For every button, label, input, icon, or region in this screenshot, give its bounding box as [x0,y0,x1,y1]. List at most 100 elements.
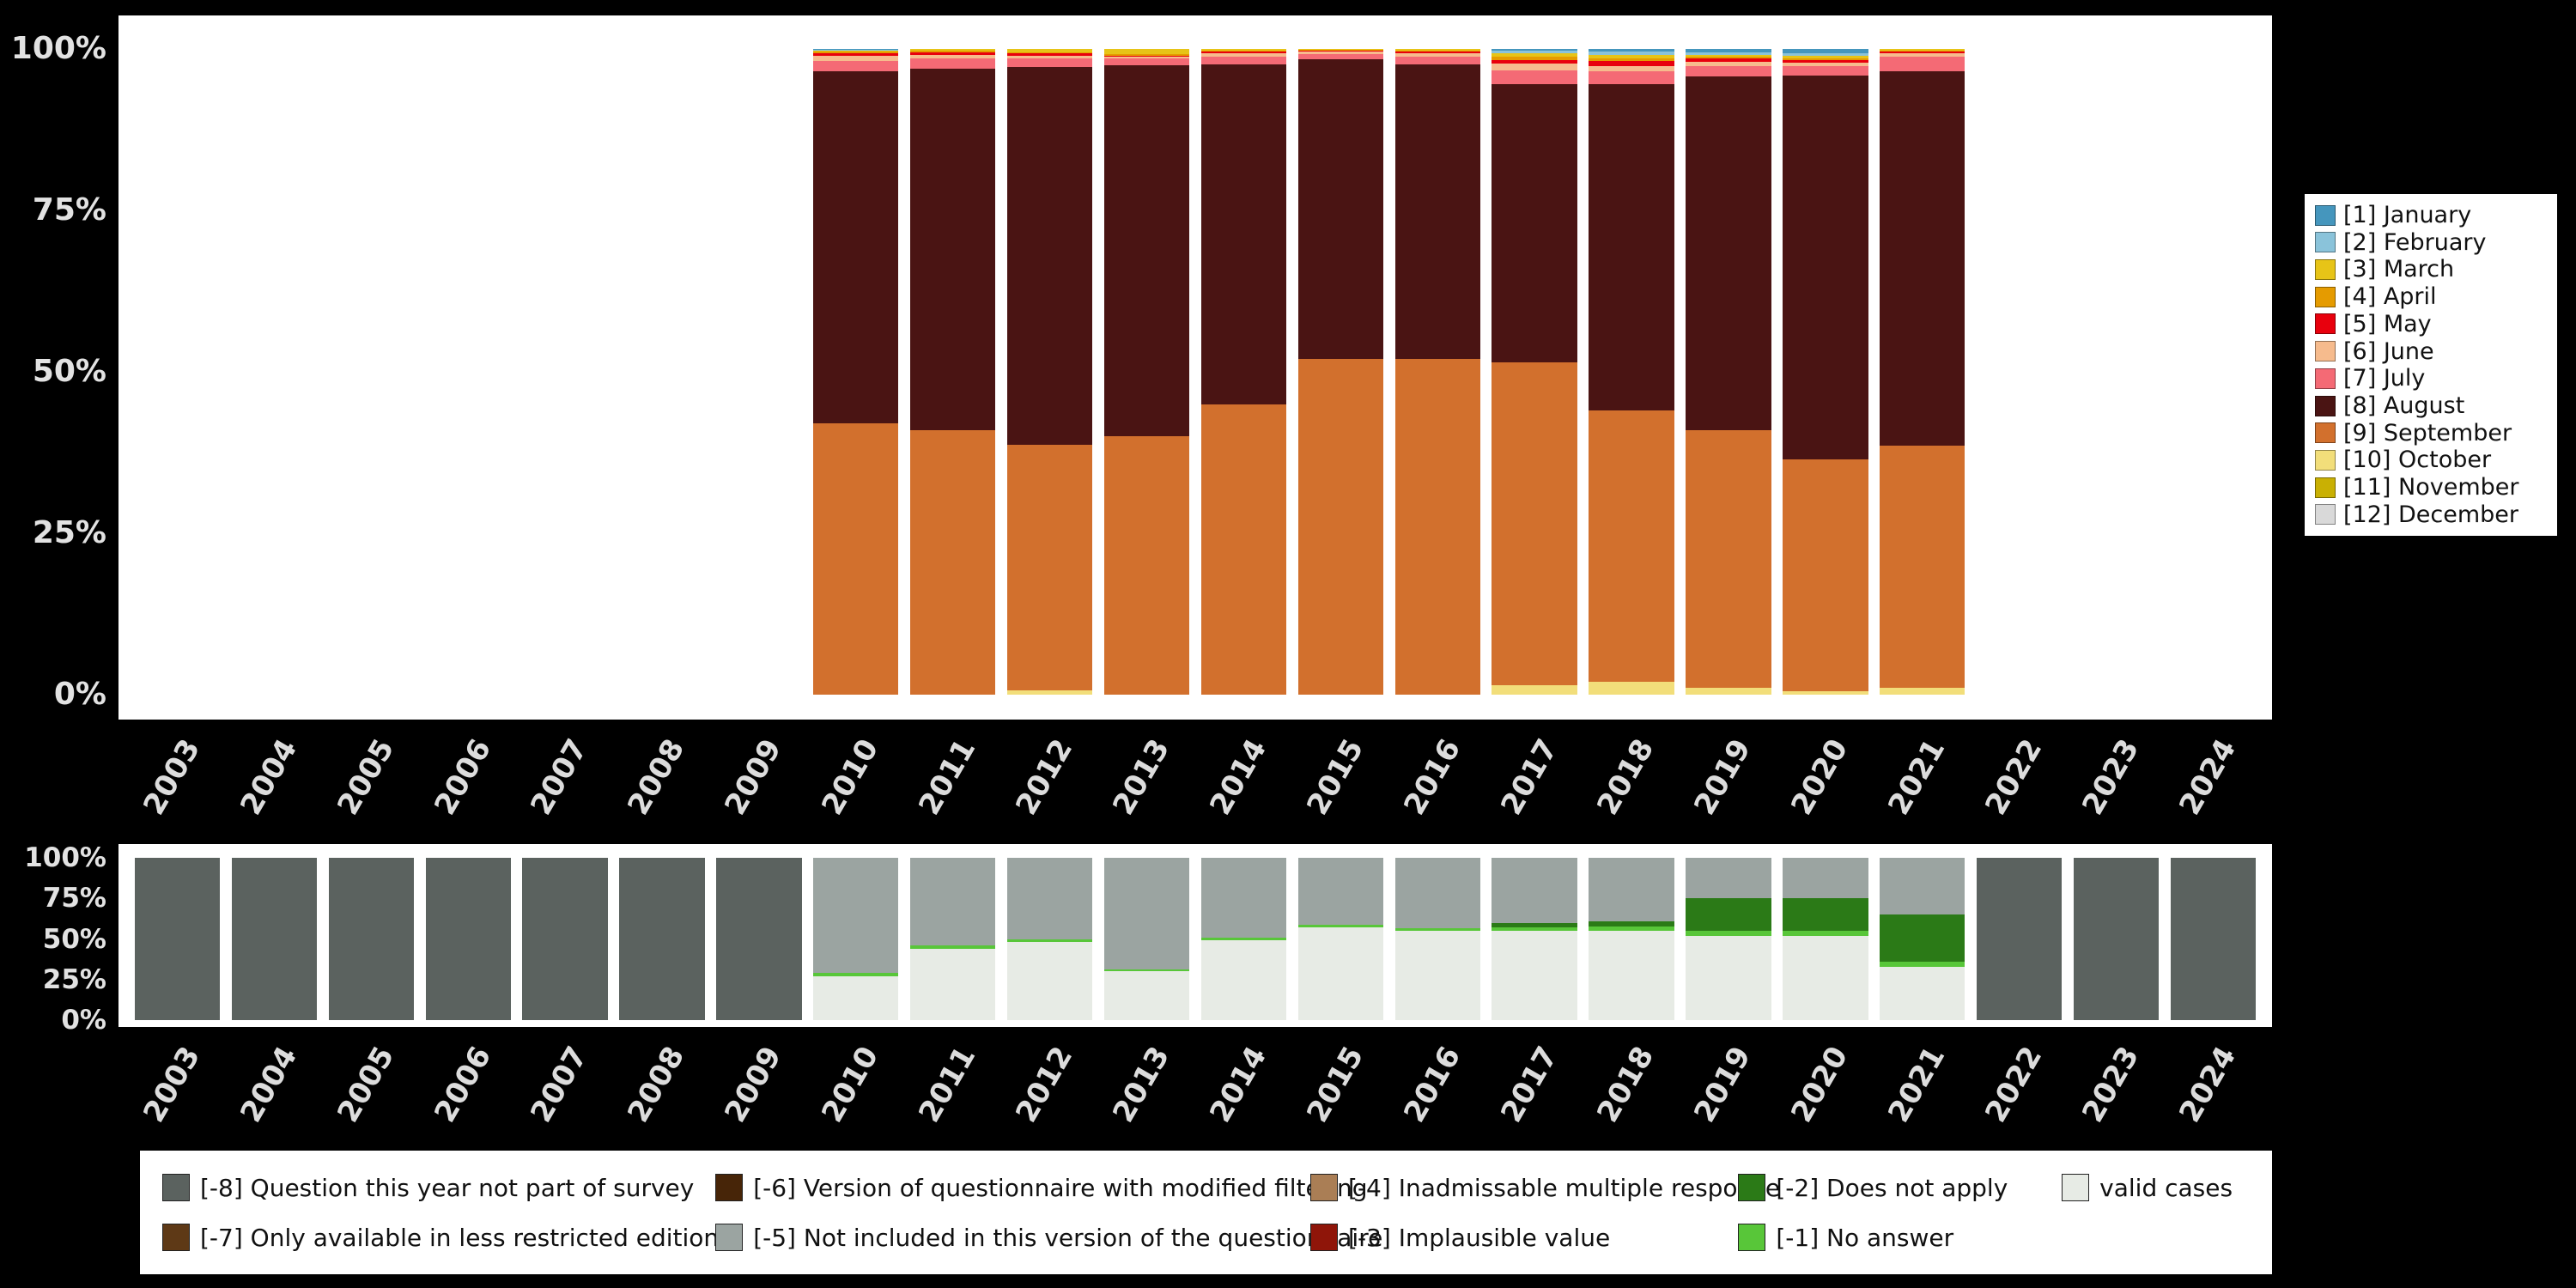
y-tick-label: 50% [33,355,106,388]
bar-segment [910,58,995,68]
legend-label: [-8] Question this year not part of surv… [200,1174,694,1202]
legend-swatch [2315,368,2336,389]
legend-swatch [162,1174,190,1201]
x-tick-label: 2004 [234,1041,304,1128]
bar-slot-2006 [420,49,517,695]
legend-swatch [715,1224,743,1251]
stacked-bar-2019 [1686,49,1771,695]
bar-segment [1880,967,1965,1020]
x-tick-label: 2003 [137,1041,207,1128]
legend-swatch [2315,232,2336,252]
x-tick-2023: 2023 [2068,1034,2165,1163]
stacked-bar-2015 [1298,858,1383,1020]
bar-segment [135,858,220,1020]
bar-segment [1492,84,1577,361]
x-tick-label: 2011 [912,1041,982,1128]
bottom-chart-plot-area [129,858,2262,1020]
bar-slot-2017 [1486,49,1583,695]
bar-slot-2018 [1583,49,1680,695]
legend-item: [-4] Inadmissable multiple response [1310,1174,1738,1202]
bar-slot-2024 [2165,858,2262,1020]
month-legend: [1] January[2] February[3] March[4] Apri… [2305,194,2557,536]
x-tick-2003: 2003 [129,726,226,855]
bar-segment [1589,921,1674,927]
bar-slot-2007 [517,49,614,695]
legend-swatch [2315,341,2336,361]
stacked-bar-2014 [1201,858,1286,1020]
stacked-bar-2020 [1783,49,1868,695]
missing-values-legend: [-8] Question this year not part of surv… [140,1151,2272,1274]
x-tick-label: 2021 [1881,733,1952,821]
x-tick-2024: 2024 [2165,1034,2262,1163]
bar-segment [1104,65,1189,436]
legend-item: [12] December [2315,501,2547,528]
legend-label: [6] June [2343,338,2434,365]
top-chart-panel [118,15,2272,720]
bar-segment [1492,685,1577,695]
x-tick-label: 2017 [1494,733,1564,821]
x-tick-2006: 2006 [420,1034,517,1163]
bar-slot-2014 [1195,49,1292,695]
stacked-bar-2008 [619,858,704,1020]
bar-segment [1007,445,1092,690]
legend-swatch [1310,1174,1338,1201]
bar-segment [1686,66,1771,76]
bar-slot-2016 [1389,49,1486,695]
stacked-bar-2007 [522,858,607,1020]
bar-segment [1686,898,1771,931]
stacked-bar-2004 [232,49,317,695]
y-tick-label: 75% [43,884,106,913]
x-tick-label: 2003 [137,733,207,821]
bar-segment [1104,858,1189,969]
legend-item: [-7] Only available in less restricted e… [162,1224,715,1252]
legend-swatch [2315,504,2336,525]
stacked-bar-2024 [2171,49,2256,695]
top-chart-x-axis-labels: 2003200420052006200720082009201020112012… [129,726,2262,855]
bar-slot-2022 [1971,49,2068,695]
x-tick-2017: 2017 [1486,1034,1583,1163]
legend-item: [9] September [2315,420,2547,447]
x-tick-2004: 2004 [226,726,323,855]
x-tick-label: 2022 [1978,733,2049,821]
x-tick-2023: 2023 [2068,726,2165,855]
legend-item: [5] May [2315,311,2547,337]
stacked-bar-2012 [1007,49,1092,695]
x-tick-2016: 2016 [1389,726,1486,855]
bar-slot-2013 [1098,49,1195,695]
x-tick-2018: 2018 [1583,726,1680,855]
x-tick-label: 2019 [1688,1041,1759,1128]
bar-slot-2011 [904,49,1001,695]
legend-label: [8] August [2343,392,2464,419]
legend-item: [-5] Not included in this version of the… [715,1224,1310,1252]
legend-item: [-1] No answer [1738,1224,2062,1252]
stacked-bar-2008 [619,49,704,695]
bar-segment [910,430,995,695]
x-tick-label: 2017 [1494,1041,1564,1128]
legend-label: [7] July [2343,365,2425,392]
bar-segment [1880,57,1965,71]
stacked-bar-2015 [1298,49,1383,695]
stacked-bar-2010 [813,858,898,1020]
x-tick-label: 2020 [1785,733,1856,821]
x-tick-2011: 2011 [904,726,1001,855]
legend-swatch [2315,477,2336,498]
bar-segment [1783,459,1868,692]
stacked-bar-2023 [2074,49,2159,695]
legend-swatch [1310,1224,1338,1251]
bar-slot-2003 [129,858,226,1020]
x-tick-label: 2006 [428,1041,498,1128]
bar-slot-2016 [1389,858,1486,1020]
bar-slot-2015 [1292,858,1389,1020]
bar-segment [1686,688,1771,695]
bar-segment [910,858,995,945]
bar-segment [1492,362,1577,685]
top-chart-plot-area [129,49,2262,695]
stacked-bar-2020 [1783,858,1868,1020]
bar-segment [1007,67,1092,445]
bar-segment [1880,688,1965,695]
bar-segment [1298,858,1383,925]
x-tick-2010: 2010 [807,726,904,855]
stacked-bar-2018 [1589,858,1674,1020]
bar-segment [1492,64,1577,70]
bar-segment [1880,914,1965,962]
